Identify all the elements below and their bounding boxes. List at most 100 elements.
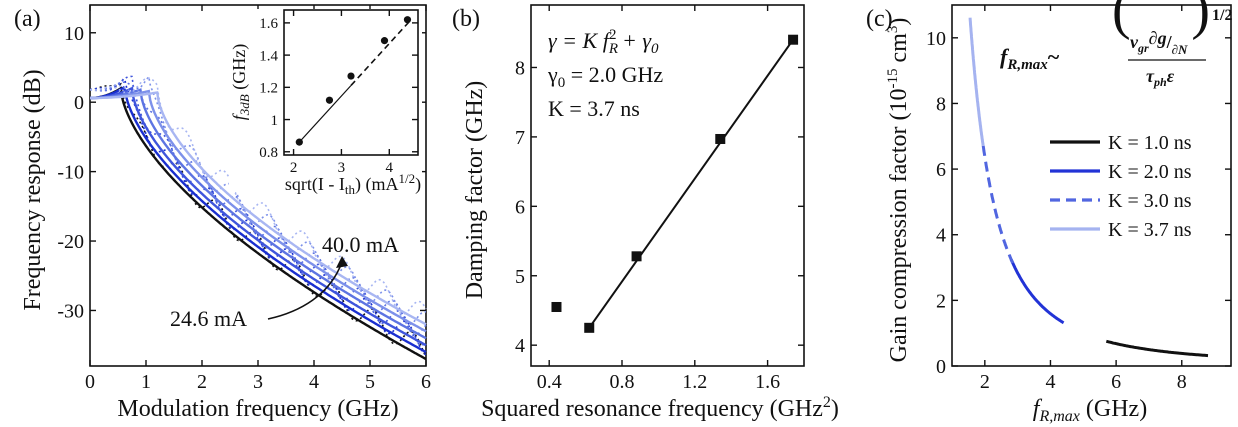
fitted-curve-4 <box>90 88 427 340</box>
annotation-arrowhead <box>336 256 348 268</box>
panel-b-xtick-label: 0.4 <box>537 371 562 393</box>
formula-power: 1/2 <box>1212 7 1232 24</box>
panel-c-curve-3 <box>981 145 1015 264</box>
panel-b-data-point <box>631 251 642 262</box>
panel-c-ytick-label: 2 <box>936 290 946 312</box>
panel-a-xtick-label: 2 <box>197 371 207 393</box>
legend-label-4: K = 3.7 ns <box>1108 219 1192 241</box>
inset-ytick-label: 1 <box>271 113 279 129</box>
fitted-curve-6 <box>90 91 427 326</box>
panel-c-xtick-label: 4 <box>1045 371 1055 393</box>
inset-frame <box>283 9 419 156</box>
panel-c-xtick-label: 8 <box>1177 371 1187 393</box>
formula-numerator: vgr∂g/∂N <box>1130 28 1188 57</box>
inset-data-point <box>295 138 303 146</box>
panel-a-xtick-label: 5 <box>365 371 375 393</box>
inset-data-point <box>325 96 334 104</box>
panel-a-ytick-label: 0 <box>74 92 84 114</box>
inset-xlabel: sqrt(I - Ith) (mA1/2) <box>285 171 421 197</box>
panel-b-equation: γ = K fR2 + γ0 <box>548 27 659 57</box>
panel-b-ytick-label: 4 <box>515 335 525 357</box>
panel-a-ytick-label: -10 <box>57 162 84 184</box>
panel-a: (a) 0 1 2 3 4 5 6 10 0 -10 -20 -30 Modulation frequ… <box>14 4 431 422</box>
panel-c-ytick-label: 6 <box>936 159 946 181</box>
panel-c-xtick-label: 6 <box>1111 371 1121 393</box>
panel-b-data-point <box>788 34 799 45</box>
panel-c-ylabel: Gain compression factor (10-15 cm3) <box>885 18 912 363</box>
inset-background <box>229 9 422 192</box>
inset-xtick-label: 2 <box>290 160 298 176</box>
inset-fit-line <box>298 85 352 143</box>
formula-left-paren: ( <box>1112 0 1131 41</box>
fitted-curve-1 <box>90 86 427 361</box>
panel-a-ytick-label: 10 <box>64 23 84 45</box>
panel-c-ytick-label: 8 <box>936 93 946 115</box>
panel-c-legend: K = 1.0 ns K = 2.0 ns K = 3.0 ns K = 3.7 ns <box>1050 132 1192 241</box>
inset-ytick-label: 1.2 <box>259 81 278 97</box>
panel-b-xtick-label: 1.6 <box>755 371 780 393</box>
panel-c-formula: fR,max~ ( vgr∂g/∂N τphε ( 1/2 <box>1000 0 1232 89</box>
panel-a-xlabel: Modulation frequency (GHz) <box>117 396 398 422</box>
inset-xtick-label: 4 <box>386 160 394 176</box>
inset-data-point <box>347 72 355 80</box>
inset-ytick-label: 1.4 <box>259 48 278 64</box>
annotation-arrow <box>267 261 343 320</box>
panel-b-frame <box>530 4 805 367</box>
legend-label-2: K = 2.0 ns <box>1108 161 1192 183</box>
panel-b-data-point <box>551 301 562 312</box>
measured-curve-6 <box>89 77 427 315</box>
panel-b-data-point <box>584 322 595 333</box>
panel-b-data-point <box>715 133 726 144</box>
annotation-40-ma: 40.0 mA <box>322 232 399 257</box>
panel-c-xtick-label: 2 <box>980 371 990 393</box>
panel-a-xtick-label: 3 <box>253 371 263 393</box>
legend-label-3: K = 3.0 ns <box>1108 190 1192 212</box>
panel-b-fit-line <box>588 39 794 329</box>
panel-c-ytick-label: 0 <box>936 356 946 378</box>
formula-right-paren: ( <box>1191 0 1210 41</box>
fitted-curve-2 <box>90 85 427 354</box>
panel-a-xtick-label: 1 <box>141 371 151 393</box>
panel-b-xlabel: Squared resonance frequency (GHz2) <box>481 394 839 422</box>
measured-curve-5 <box>89 74 427 326</box>
panel-a-ytick-label: -30 <box>57 300 84 322</box>
panel-b-ytick-label: 8 <box>515 57 525 79</box>
inset-ylabel: f3dB (GHz) <box>229 44 252 120</box>
panel-b-gamma0: γ0 = 2.0 GHz <box>547 62 663 91</box>
inset-ytick-label: 1.6 <box>259 16 278 32</box>
panel-a-xtick-label: 4 <box>309 371 319 393</box>
panel-b-label: (b) <box>452 6 480 32</box>
panel-c-curve-2 <box>1009 258 1065 325</box>
panel-b-xtick-label: 0.8 <box>610 371 635 393</box>
panel-a-ytick-label: -20 <box>57 231 84 253</box>
panel-c-frame <box>951 4 1232 367</box>
inset-xtick-label: 3 <box>338 160 346 176</box>
inset-extrapolation-line <box>350 22 410 87</box>
panel-a-xtick-label: 0 <box>85 371 95 393</box>
panel-b-k-value: K = 3.7 ns <box>548 96 640 121</box>
panel-c-xlabel: fR,max (GHz) <box>1033 396 1147 425</box>
panel-c-ytick-label: 10 <box>926 28 946 50</box>
formula-denominator: τphε <box>1146 66 1175 89</box>
panel-c-curve-4 <box>968 17 985 147</box>
fitted-curve-5 <box>90 89 427 333</box>
panel-a-xtick-label: 6 <box>421 371 431 393</box>
panel-a-ylabel: Frequency response (dB) <box>20 69 46 310</box>
annotation-24-6-ma: 24.6 mA <box>170 306 247 331</box>
inset-data-point <box>403 16 412 24</box>
panel-c-label: (c) <box>866 6 893 32</box>
inset-ytick-label: 0.8 <box>259 145 278 161</box>
panel-c: (c) 2 4 6 8 0 2 4 6 8 10 fR,max (GHz) Gain compre… <box>866 0 1232 425</box>
panel-c-curve-1 <box>1105 339 1209 358</box>
panel-a-label: (a) <box>14 6 41 32</box>
panel-b-ylabel: Damping factor (GHz) <box>462 81 488 300</box>
fitted-curve-3 <box>90 86 427 347</box>
panel-b-ytick-label: 6 <box>515 196 525 218</box>
formula-lhs: fR,max~ <box>1000 44 1060 73</box>
inset-data-point <box>380 37 389 45</box>
panel-b-ytick-label: 7 <box>515 127 525 149</box>
panel-b: (b) 0.4 0.8 1.2 1.6 4 5 6 7 8 Squared resonance … <box>452 4 839 422</box>
legend-label-1: K = 1.0 ns <box>1108 132 1192 154</box>
panel-c-ytick-label: 4 <box>936 225 946 247</box>
